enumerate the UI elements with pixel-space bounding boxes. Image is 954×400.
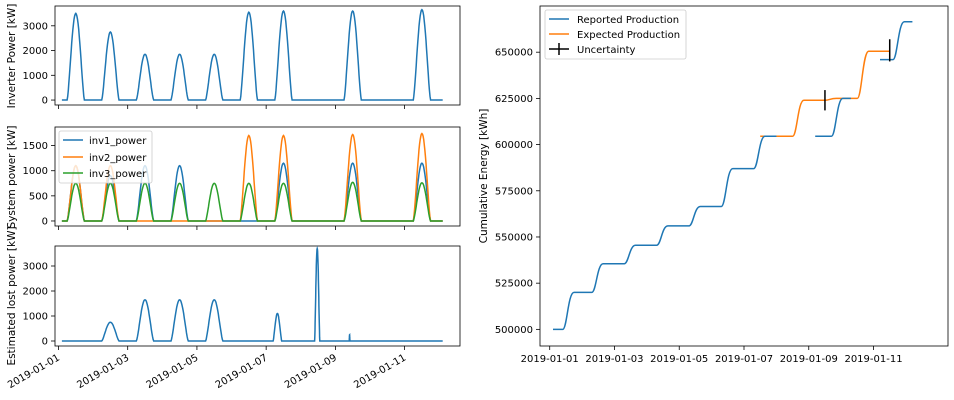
cumulative-energy-ytick-label: 650000 [495,48,533,59]
cumulative-energy-ytick-label: 575000 [495,186,533,197]
inverter-power-ytick-label: 0 [42,96,48,107]
lost-power-xtick-label: 2019-01-03 [75,353,131,392]
inverter-power-line [61,8,443,101]
cumulative-energy-ytick-label: 525000 [495,279,533,290]
legend-label-reported: Reported Production [577,15,679,26]
inverter-power-ylabel: Inverter Power [kW] [6,4,18,109]
cumulative-energy-ytick-label: 600000 [495,140,533,151]
cumulative-energy-legend: Reported Production Expected Production … [544,9,687,60]
lost-power-panel: Estimated lost power [kW] [6,226,461,366]
system-power-ytick-label: 500 [29,191,48,202]
lost-power-xtick-label: 2019-01-09 [283,353,339,392]
cumulative-energy-xtick-label: 2019-01-11 [844,354,902,365]
lost-power-ytick-label: 3000 [23,262,48,273]
cumulative-energy-ylabel: Cumulative Energy [kWh] [478,109,490,244]
lost-power-xtick-label: 2019-01-07 [214,353,270,392]
inverter-power-ytick-label: 2000 [23,46,48,57]
lost-power-xtick-label: 2019-01-05 [145,353,201,392]
expected-production-line [760,50,890,138]
system-power-ytick-label: 1500 [23,141,48,152]
system-power-legend: inv1_power inv2_power inv3_power [58,130,153,184]
legend-label-expected: Expected Production [577,30,680,41]
inverter-power-panel: Inverter Power [kW] [6,4,461,109]
legend-label-uncertainty: Uncertainty [577,45,636,56]
legend-label-inv2: inv2_power [89,153,147,164]
lost-power-ytick-label: 0 [42,337,48,348]
lost-power-xtick-label: 2019-01-11 [352,353,408,392]
cumulative-energy-xtick-label: 2019-01-09 [780,354,838,365]
legend-label-inv3: inv3_power [89,169,147,180]
system-power-ytick-label: 0 [42,216,48,227]
lost-power-ylabel: Estimated lost power [kW] [6,226,18,365]
system-power-panel: System power [kW] [6,126,461,229]
cumulative-energy-xtick-label: 2019-01-07 [715,354,773,365]
cumulative-energy-ytick-label: 550000 [495,232,533,243]
legend-label-inv1: inv1_power [89,136,147,147]
system-power-ytick-label: 1000 [23,166,48,177]
series-line-inv3_power [61,181,443,222]
system-power-ylabel: System power [kW] [6,126,18,229]
cumulative-energy-ytick-label: 500000 [495,325,533,336]
cumulative-energy-ytick-label: 625000 [495,94,533,105]
cumulative-energy-xtick-label: 2019-01-05 [650,354,708,365]
cumulative-energy-xtick-label: 2019-01-03 [585,354,643,365]
lost-power-ytick-label: 1000 [23,312,48,323]
inverter-power-ytick-label: 3000 [23,21,48,32]
lost-power-line [61,245,443,342]
reported-production-line [553,20,913,331]
inverter-power-ytick-label: 1000 [23,71,48,82]
cumulative-energy-xtick-label: 2019-01-01 [521,354,579,365]
lost-power-ytick-label: 2000 [23,287,48,298]
